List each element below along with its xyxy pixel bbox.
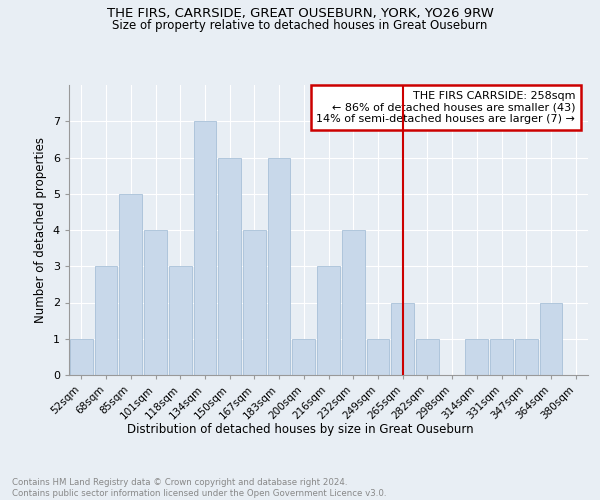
- Bar: [292, 339, 315, 375]
- Text: THE FIRS CARRSIDE: 258sqm
← 86% of detached houses are smaller (43)
14% of semi-: THE FIRS CARRSIDE: 258sqm ← 86% of detac…: [316, 91, 575, 124]
- Text: THE FIRS, CARRSIDE, GREAT OUSEBURN, YORK, YO26 9RW: THE FIRS, CARRSIDE, GREAT OUSEBURN, YORK…: [107, 8, 493, 20]
- Text: Size of property relative to detached houses in Great Ouseburn: Size of property relative to detached ho…: [112, 18, 488, 32]
- Bar: [367, 339, 389, 375]
- Bar: [243, 230, 266, 375]
- Bar: [169, 266, 191, 375]
- Bar: [95, 266, 118, 375]
- Bar: [539, 302, 562, 375]
- Bar: [119, 194, 142, 375]
- Bar: [317, 266, 340, 375]
- Bar: [466, 339, 488, 375]
- Bar: [70, 339, 93, 375]
- Bar: [144, 230, 167, 375]
- Bar: [268, 158, 290, 375]
- Text: Distribution of detached houses by size in Great Ouseburn: Distribution of detached houses by size …: [127, 422, 473, 436]
- Bar: [416, 339, 439, 375]
- Bar: [218, 158, 241, 375]
- Y-axis label: Number of detached properties: Number of detached properties: [34, 137, 47, 323]
- Bar: [391, 302, 414, 375]
- Bar: [194, 121, 216, 375]
- Bar: [490, 339, 513, 375]
- Bar: [515, 339, 538, 375]
- Text: Contains HM Land Registry data © Crown copyright and database right 2024.
Contai: Contains HM Land Registry data © Crown c…: [12, 478, 386, 498]
- Bar: [342, 230, 365, 375]
